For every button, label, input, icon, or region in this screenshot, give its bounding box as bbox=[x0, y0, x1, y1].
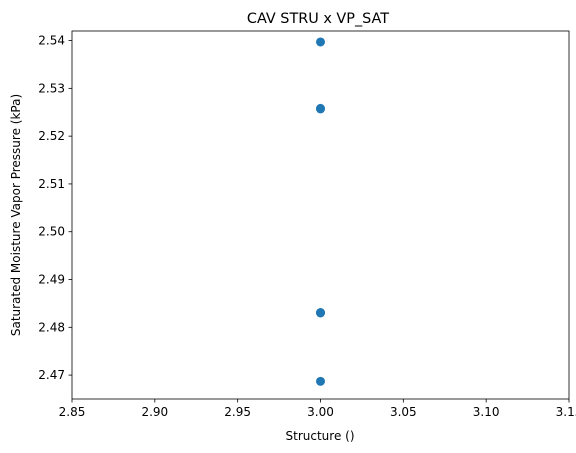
x-tick-label: 3.05 bbox=[390, 405, 417, 419]
y-tick-label: 2.50 bbox=[38, 225, 65, 239]
data-point bbox=[316, 308, 325, 318]
x-tick-label: 3.15 bbox=[556, 405, 576, 419]
x-tick-label: 3.10 bbox=[473, 405, 500, 419]
x-tick-label: 3.00 bbox=[307, 405, 334, 419]
y-tick-label: 2.54 bbox=[38, 34, 65, 48]
y-tick-label: 2.51 bbox=[38, 177, 65, 191]
data-point bbox=[316, 37, 325, 47]
data-point bbox=[316, 104, 325, 114]
data-point bbox=[316, 376, 325, 386]
x-tick-label: 2.90 bbox=[141, 405, 168, 419]
y-tick-label: 2.52 bbox=[38, 129, 65, 143]
plot-area bbox=[316, 37, 325, 386]
y-tick-label: 2.49 bbox=[38, 273, 65, 287]
y-axis: 2.47 2.48 2.49 2.50 2.51 2.52 2.53 2.54 bbox=[38, 34, 72, 382]
x-axis-label: Structure () bbox=[286, 429, 355, 443]
y-tick-label: 2.47 bbox=[38, 368, 65, 382]
y-tick-label: 2.53 bbox=[38, 81, 65, 95]
x-tick-label: 2.95 bbox=[224, 405, 251, 419]
axes-frame bbox=[71, 30, 570, 400]
y-axis-label: Saturated Moisture Vapor Pressure (kPa) bbox=[9, 94, 23, 336]
y-tick-label: 2.48 bbox=[38, 320, 65, 334]
x-tick-label: 2.85 bbox=[59, 405, 86, 419]
chart-title: CAV STRU x VP_SAT bbox=[247, 11, 389, 27]
x-axis: 2.85 2.90 2.95 3.00 3.05 3.10 3.15 bbox=[59, 399, 576, 419]
